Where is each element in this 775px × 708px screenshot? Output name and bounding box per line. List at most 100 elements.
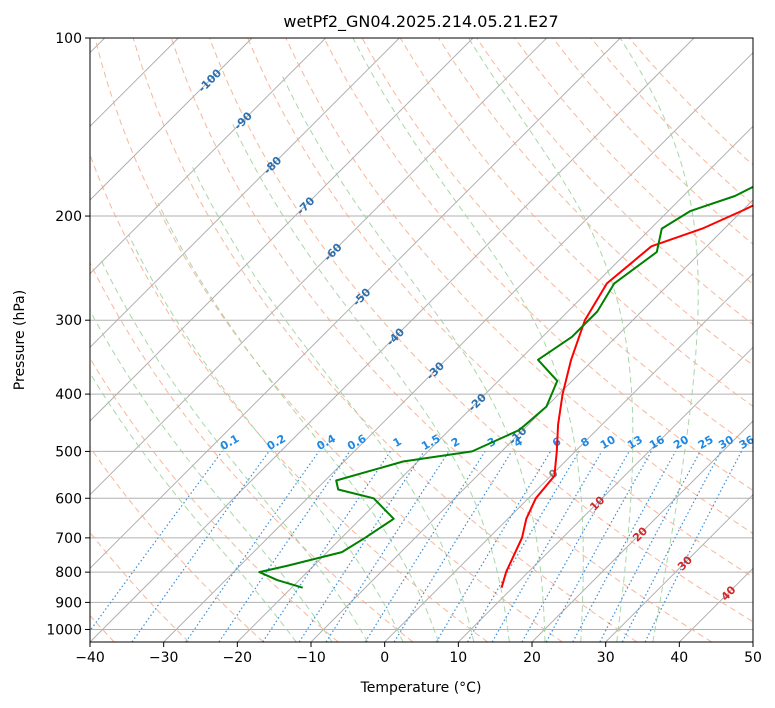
isobar-lines	[90, 38, 753, 630]
mixing-ratio-line	[90, 451, 223, 632]
isotherm-line	[531, 420, 753, 642]
x-axis-label: Temperature (°C)	[360, 680, 482, 696]
y-tick-label: 500	[55, 444, 82, 460]
mixing-ratio-line	[644, 451, 743, 642]
mixing-ratio-label: 25	[696, 433, 716, 452]
mixing-ratio-label: 20	[671, 433, 691, 452]
x-tick-label: 40	[670, 650, 688, 666]
moist-adiabat-line	[157, 202, 439, 642]
dry-adiabat-line	[476, 38, 753, 326]
y-tick-label: 700	[55, 531, 82, 547]
y-tick-label: 600	[55, 491, 82, 507]
isotherm-line	[752, 641, 753, 642]
isotherm-line	[90, 38, 548, 496]
isotherm-line	[90, 38, 621, 570]
dry-adiabat-line	[90, 531, 190, 642]
moist-adiabat-line	[99, 257, 369, 642]
moist-adiabat-line	[128, 234, 404, 642]
moist-adiabat-line	[191, 166, 475, 642]
mixing-ratio-line	[599, 451, 701, 642]
mixing-ratio-line	[185, 451, 320, 642]
mixing-ratio-line	[262, 451, 391, 642]
mixing-ratio-label: 30	[716, 433, 736, 452]
isotherm-label: 0	[546, 466, 561, 481]
isotherm-line	[605, 493, 753, 642]
y-tick-label: 300	[55, 313, 82, 329]
isotherm-line	[90, 38, 695, 642]
dry-adiabat-line	[590, 38, 753, 206]
mixing-ratio-line	[325, 451, 450, 642]
mixing-ratio-label: 0.6	[345, 432, 369, 453]
y-tick-label: 200	[55, 209, 82, 225]
isotherm-line	[310, 199, 753, 642]
mixing-ratio-line	[364, 451, 486, 642]
isotherm-line	[163, 51, 753, 642]
dry-adiabat-line	[285, 38, 753, 535]
isotherm-line	[90, 38, 400, 349]
dry-adiabat-line	[90, 446, 264, 642]
dry-adiabat-line	[170, 38, 712, 642]
x-tick-label: −40	[75, 650, 105, 666]
isotherm-line	[384, 272, 753, 642]
moist-adiabat-line	[619, 38, 699, 642]
y-tick-label: 1000	[46, 623, 82, 639]
dry-adiabat-line	[437, 38, 753, 366]
dry-adiabat-line	[90, 357, 339, 642]
dry-adiabat-line	[209, 38, 753, 623]
isotherm-line	[90, 38, 327, 275]
dry-adiabat-lines	[90, 38, 753, 642]
mixing-ratio-label: 1	[391, 435, 404, 450]
mixing-ratio-line	[298, 451, 425, 642]
chart-title: wetPf2_GN04.2025.214.05.21.E27	[283, 12, 558, 32]
isotherm-line	[236, 125, 753, 642]
mixing-ratio-line	[521, 451, 630, 642]
x-tick-label: 10	[449, 650, 467, 666]
reference-line-labels: 0.1 0.2 0.4 0.6 1 1.5 2 3 4 6 8 10 13 16 20 25 30 36-100-…	[196, 66, 757, 603]
isotherm-label: -60	[321, 240, 344, 263]
x-tick-label: 30	[597, 650, 615, 666]
profile-series	[258, 185, 753, 589]
mixing-ratio-label: 36	[737, 433, 757, 452]
x-tick-label: −30	[149, 650, 179, 666]
y-tick-label: 400	[55, 387, 82, 403]
mixing-ratio-line	[435, 451, 552, 642]
moist-adiabat-line	[90, 309, 333, 642]
mixing-ratio-line	[393, 451, 513, 642]
moist-adiabat-line	[352, 38, 584, 642]
y-tick-label: 100	[55, 31, 82, 47]
dry-adiabat-line	[323, 38, 753, 492]
mixing-ratio-line	[621, 451, 722, 642]
moist-adiabat-line	[468, 38, 634, 642]
y-tick-label: 800	[55, 565, 82, 581]
dry-adiabat-line	[552, 38, 753, 245]
mixing-ratio-line	[545, 451, 652, 642]
mixing-ratio-label: 1.5	[419, 432, 442, 453]
mixing-ratio-label: 0.1	[218, 432, 241, 453]
temperature-profile-line	[500, 204, 753, 588]
dry-adiabat-line	[90, 153, 488, 642]
x-tick-label: −20	[223, 650, 253, 666]
isotherm-lines	[90, 38, 753, 642]
isotherm-line	[90, 38, 253, 201]
mixing-ratio-line	[218, 451, 351, 642]
mixing-ratio-line	[131, 451, 270, 642]
dewpoint-profile-line	[258, 185, 753, 589]
moist-adiabat-line	[232, 124, 510, 642]
dry-adiabat-line	[247, 38, 753, 578]
mixing-ratio-line	[572, 451, 677, 642]
y-axis-label: Pressure (hPa)	[12, 290, 28, 390]
mixing-ratio-lines	[90, 451, 743, 642]
dry-adiabat-line	[94, 38, 563, 642]
moist-adiabat-lines	[90, 38, 699, 642]
mixing-ratio-label: 10	[598, 433, 618, 452]
mixing-ratio-label: 0.2	[265, 432, 288, 453]
dry-adiabat-line	[514, 38, 753, 285]
x-tick-label: 50	[744, 650, 762, 666]
plot-frame	[89, 37, 754, 643]
x-tick-label: 20	[523, 650, 541, 666]
mixing-ratio-label: 13	[625, 433, 645, 452]
dry-adiabat-line	[132, 38, 638, 642]
isotherm-line	[90, 38, 474, 422]
isotherm-label: 30	[675, 553, 695, 573]
